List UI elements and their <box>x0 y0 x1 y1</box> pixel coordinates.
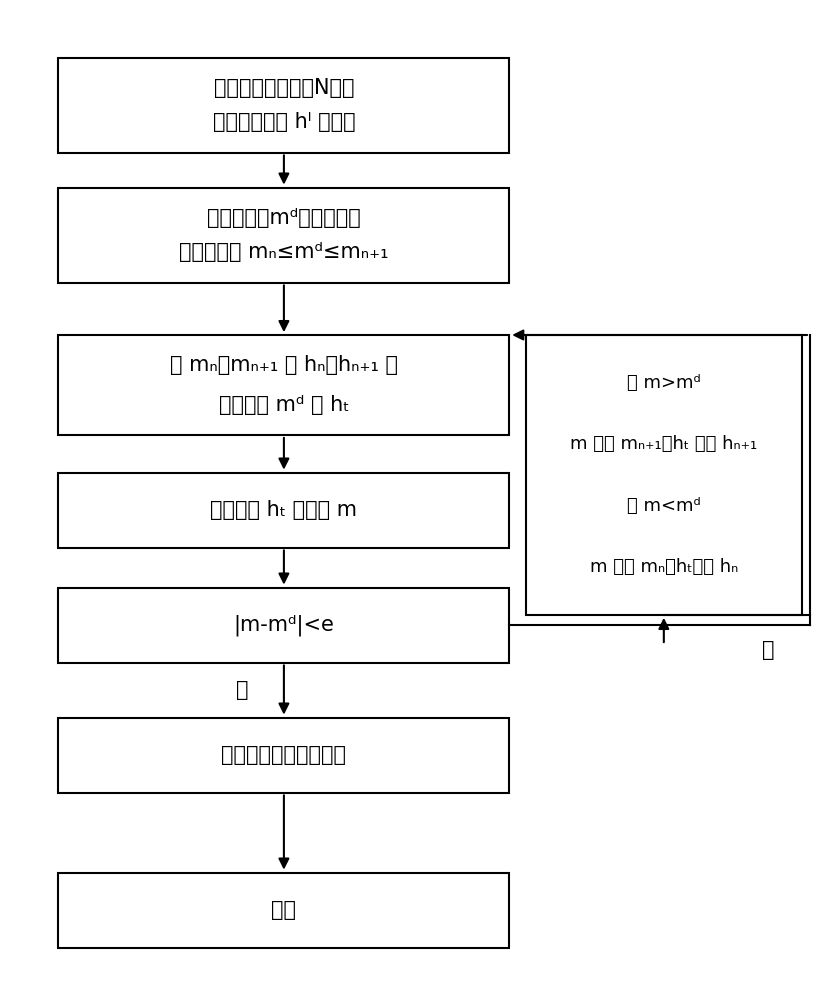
Text: 求出每次对应 hᴵ 的质量: 求出每次对应 hᴵ 的质量 <box>213 112 355 132</box>
Text: 若 m>mᵈ: 若 m>mᵈ <box>627 374 701 392</box>
Bar <box>58 587 509 662</box>
Text: |m-mᵈ|<e: |m-mᵈ|<e <box>234 614 334 636</box>
Text: 值出对应 mᵈ 的 hₜ: 值出对应 mᵈ 的 hₜ <box>219 395 349 415</box>
Text: 计算所需燃油质量特性: 计算所需燃油质量特性 <box>221 745 347 765</box>
Text: 对给定油箱预计算N次，: 对给定油箱预计算N次， <box>214 78 354 98</box>
Text: 的质量区间 mₙ≤mᵈ≤mₙ₊₁: 的质量区间 mₙ≤mᵈ≤mₙ₊₁ <box>180 242 388 262</box>
Text: 是: 是 <box>236 680 248 700</box>
Text: 由 mₙ、mₙ₊₁ 和 hₙ、hₙ₊₁ 插: 由 mₙ、mₙ₊₁ 和 hₙ、hₙ₊₁ 插 <box>170 355 398 375</box>
Bar <box>58 718 509 792</box>
Bar <box>58 335 509 435</box>
Text: m 代替 mₙ₊₁，hₜ 代替 hₙ₊₁: m 代替 mₙ₊₁，hₜ 代替 hₙ₊₁ <box>570 435 757 453</box>
Text: 求出对应 hₜ 的质量 m: 求出对应 hₜ 的质量 m <box>210 500 357 520</box>
Text: m 代替 mₙ，hₜ代替 hₙ: m 代替 mₙ，hₜ代替 hₙ <box>590 558 738 576</box>
Bar <box>58 57 509 152</box>
Text: 由待求质量mᵈ求出其所在: 由待求质量mᵈ求出其所在 <box>207 208 361 228</box>
Text: 否: 否 <box>762 640 774 660</box>
Bar <box>58 473 509 548</box>
Bar <box>58 188 509 282</box>
Text: 结束: 结束 <box>271 900 296 920</box>
Bar <box>58 872 509 948</box>
Bar <box>526 335 802 615</box>
Text: 若 m<mᵈ: 若 m<mᵈ <box>627 497 701 515</box>
